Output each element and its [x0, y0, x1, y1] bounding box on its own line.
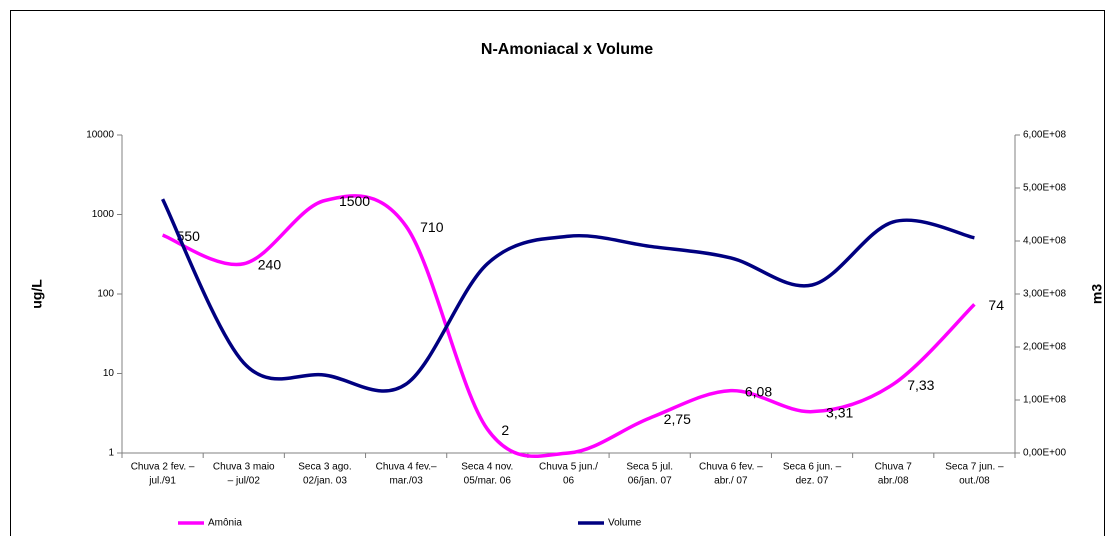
y-tick-label: 1 — [108, 448, 114, 459]
x-tick-label: Chuva 4 fev.– — [376, 462, 437, 473]
x-tick-label: Seca 5 jul. — [626, 462, 673, 473]
x-tick-label: – jul/02 — [228, 476, 261, 487]
x-tick-label: Chuva 6 fev. – — [699, 462, 763, 473]
data-label: 7,33 — [907, 377, 934, 393]
x-tick-label: 06 — [563, 476, 575, 487]
data-label: 710 — [420, 219, 444, 235]
y-axis-title: ug/L — [29, 279, 45, 309]
x-tick-label: mar./03 — [389, 476, 423, 487]
data-label: 240 — [258, 256, 282, 272]
y-tick-label: 10000 — [86, 130, 114, 141]
x-tick-label: jul./91 — [148, 476, 176, 487]
y2-tick-label: 1,00E+08 — [1023, 395, 1067, 406]
y2-axis-title: m3 — [1089, 284, 1105, 304]
x-tick-label: 06/jan. 07 — [628, 476, 672, 487]
data-label: 3,31 — [826, 404, 853, 420]
y2-tick-label: 6,00E+08 — [1023, 130, 1067, 141]
chart-title: N-Amoniacal x Volume — [481, 41, 653, 58]
series-line — [161, 198, 975, 393]
data-label: 74 — [988, 297, 1004, 313]
x-tick-label: Chuva 5 jun./ — [539, 462, 598, 473]
x-tick-label: Seca 6 jun. – — [783, 462, 842, 473]
y2-tick-label: 5,00E+08 — [1023, 183, 1067, 194]
data-label: 2,75 — [664, 411, 691, 427]
data-label: 6,08 — [745, 383, 772, 399]
legend-label: Amônia — [208, 518, 242, 529]
legend-label: Volume — [608, 518, 642, 529]
series-line — [161, 194, 976, 458]
x-tick-label: Chuva 3 maio — [213, 462, 275, 473]
y-tick-label: 100 — [97, 289, 114, 300]
y2-tick-label: 4,00E+08 — [1023, 236, 1067, 247]
data-label: 1500 — [339, 193, 370, 209]
x-tick-label: Seca 4 nov. — [461, 462, 513, 473]
y-tick-label: 10 — [103, 368, 115, 379]
x-tick-label: out./08 — [959, 476, 990, 487]
y2-tick-label: 2,00E+08 — [1023, 342, 1067, 353]
x-tick-label: abr./08 — [878, 476, 909, 487]
x-tick-label: dez. 07 — [796, 476, 829, 487]
y-tick-label: 1000 — [92, 209, 115, 220]
data-label: 2 — [501, 422, 509, 438]
x-tick-label: 05/mar. 06 — [464, 476, 512, 487]
x-tick-label: Chuva 7 — [875, 462, 913, 473]
y2-tick-label: 3,00E+08 — [1023, 289, 1067, 300]
x-tick-label: abr./ 07 — [714, 476, 748, 487]
x-tick-label: Seca 3 ago. — [298, 462, 351, 473]
x-tick-label: Seca 7 jun. – — [945, 462, 1004, 473]
chart-border — [10, 10, 1105, 536]
x-tick-label: 02/jan. 03 — [303, 476, 347, 487]
y2-tick-label: 0,00E+00 — [1023, 448, 1067, 459]
data-label: 550 — [177, 228, 201, 244]
x-tick-label: Chuva 2 fev. – — [131, 462, 195, 473]
